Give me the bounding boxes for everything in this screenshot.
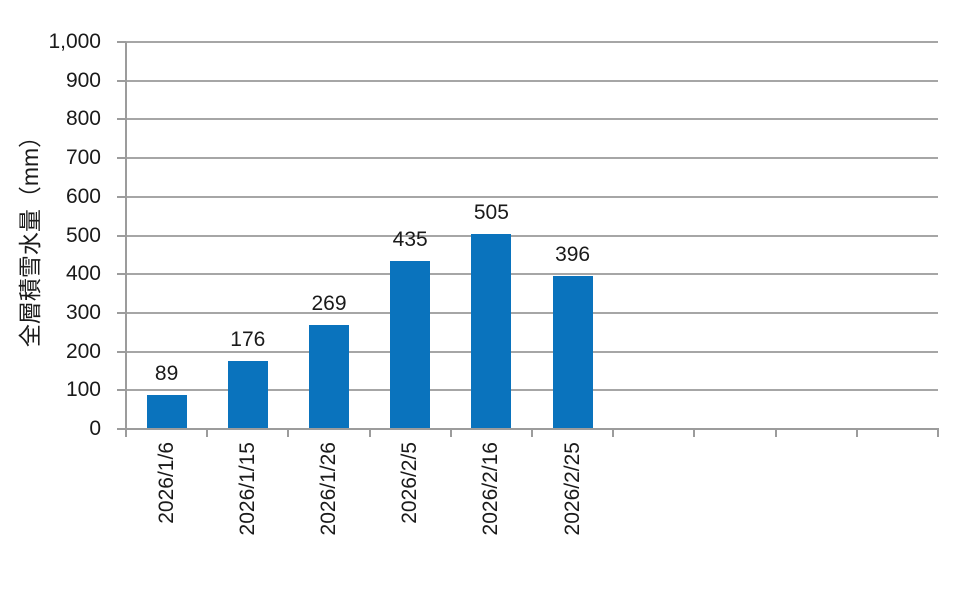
bar-value-label: 396 xyxy=(555,242,591,266)
y-tick-label: 0 xyxy=(89,417,101,440)
y-tick-label: 1,000 xyxy=(48,30,101,53)
y-tick-label: 500 xyxy=(65,223,101,247)
gridline xyxy=(126,79,938,82)
bar xyxy=(471,233,512,429)
bar-value-label: 269 xyxy=(311,291,347,315)
y-tick xyxy=(117,350,126,353)
y-tick-label: 200 xyxy=(65,339,101,363)
gridline xyxy=(126,350,938,353)
y-tick-label: 400 xyxy=(65,262,101,286)
y-axis-line xyxy=(125,42,127,431)
y-tick xyxy=(117,195,126,198)
y-tick-label: 300 xyxy=(65,300,101,324)
x-tick xyxy=(693,429,696,437)
bar-value-label: 176 xyxy=(230,327,266,351)
bar xyxy=(552,275,593,429)
x-tick-label: 2026/1/6 xyxy=(154,442,178,524)
gridline xyxy=(126,234,938,237)
x-tick-label: 2026/1/26 xyxy=(317,442,340,536)
y-tick-label: 600 xyxy=(65,184,101,208)
y-tick-label: 700 xyxy=(65,146,101,170)
gridline xyxy=(126,195,938,198)
gridline xyxy=(126,273,938,276)
y-tick xyxy=(117,273,126,276)
gridline xyxy=(126,311,938,314)
x-tick xyxy=(206,429,209,437)
x-tick xyxy=(531,429,533,437)
y-tick xyxy=(117,118,126,121)
y-tick-label: 100 xyxy=(65,378,101,402)
x-tick xyxy=(937,429,939,437)
y-tick xyxy=(117,157,126,160)
x-tick-label: 2026/2/25 xyxy=(560,442,584,536)
x-tick-label: 2026/1/15 xyxy=(235,442,259,536)
bar xyxy=(146,394,187,429)
y-tick xyxy=(117,389,126,392)
x-tick xyxy=(855,429,858,437)
x-tick xyxy=(125,429,127,437)
y-tick xyxy=(117,428,126,430)
bar xyxy=(227,360,268,429)
x-tick xyxy=(368,429,371,437)
y-tick xyxy=(117,234,126,237)
x-tick xyxy=(612,429,615,437)
y-tick-label: 800 xyxy=(65,107,101,131)
bar-value-label: 435 xyxy=(392,227,428,251)
bar xyxy=(390,260,431,429)
y-tick-label: 900 xyxy=(65,68,101,92)
gridline xyxy=(126,41,938,43)
gridline xyxy=(126,157,938,160)
y-tick xyxy=(117,311,126,314)
gridline xyxy=(126,118,938,121)
plot-area: 89 176 269 435 505 396 xyxy=(126,41,938,429)
x-tick xyxy=(449,429,452,437)
y-tick xyxy=(117,41,126,43)
bar xyxy=(309,324,349,429)
bar-value-label: 89 xyxy=(154,361,179,385)
bar-value-label: 505 xyxy=(473,200,509,224)
x-tick-label: 2026/2/5 xyxy=(398,442,422,524)
y-tick xyxy=(117,79,126,82)
x-tick xyxy=(774,429,777,437)
gridline xyxy=(126,389,938,392)
x-tick-label: 2026/2/16 xyxy=(479,442,503,536)
x-tick xyxy=(287,429,290,437)
